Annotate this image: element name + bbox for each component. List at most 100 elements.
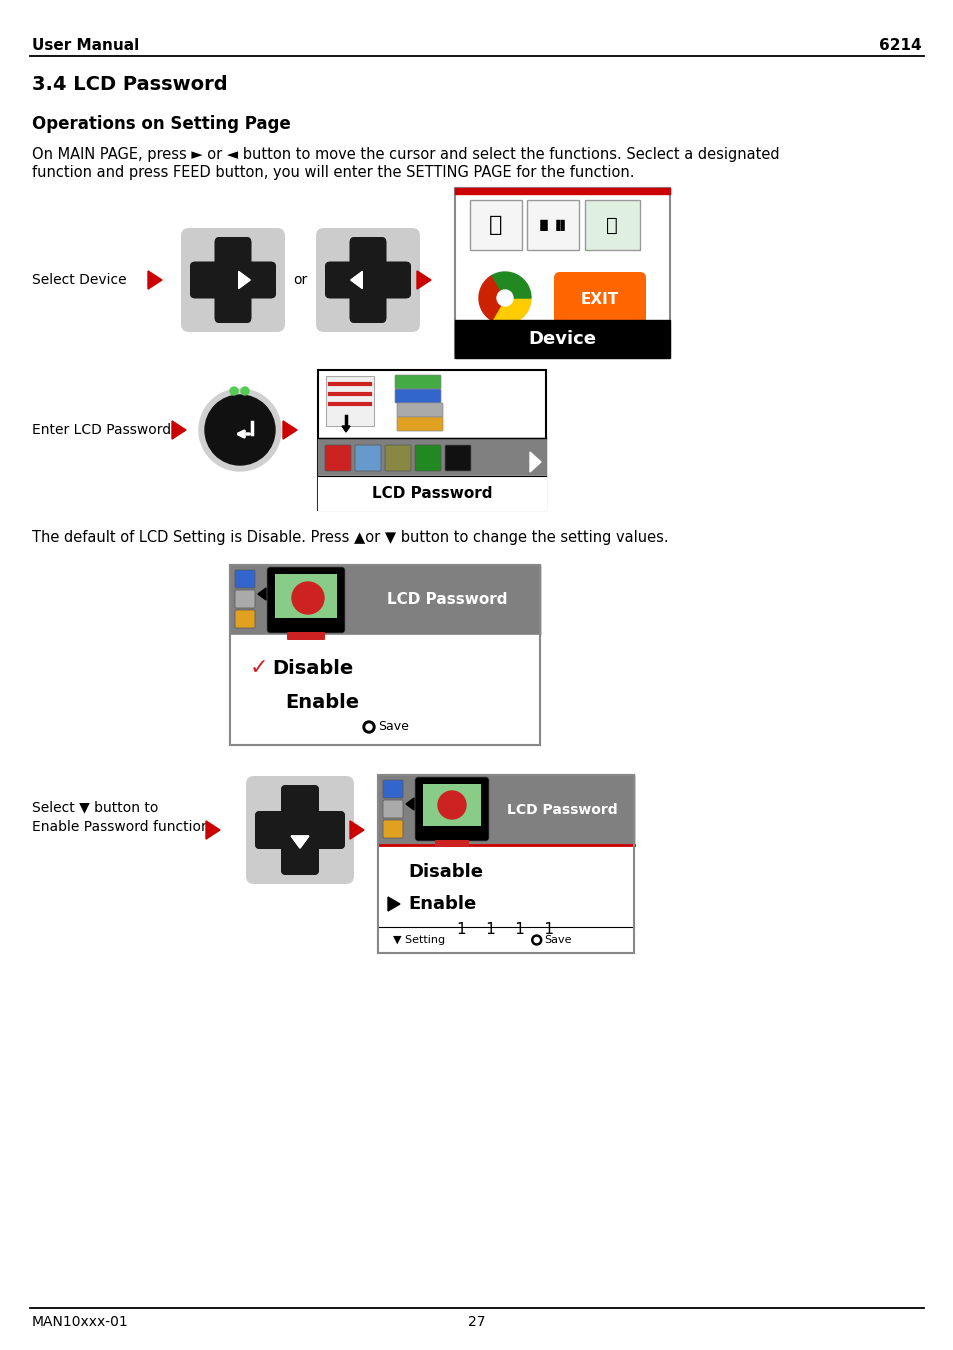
FancyBboxPatch shape xyxy=(214,238,251,323)
FancyBboxPatch shape xyxy=(470,200,521,250)
Text: Select ▼ button to: Select ▼ button to xyxy=(32,801,158,814)
Text: 🖴: 🖴 xyxy=(605,216,618,235)
FancyBboxPatch shape xyxy=(234,590,254,608)
FancyBboxPatch shape xyxy=(350,238,386,323)
FancyBboxPatch shape xyxy=(246,776,354,884)
Circle shape xyxy=(366,724,372,730)
FancyBboxPatch shape xyxy=(396,417,442,431)
Text: Save: Save xyxy=(544,936,572,945)
FancyBboxPatch shape xyxy=(415,778,489,841)
Text: Enable: Enable xyxy=(408,895,476,913)
Polygon shape xyxy=(416,271,431,289)
Bar xyxy=(230,566,539,634)
FancyBboxPatch shape xyxy=(396,404,442,417)
Text: ▐▌▐▌: ▐▌▐▌ xyxy=(536,220,569,231)
Text: Enter LCD Password: Enter LCD Password xyxy=(32,423,171,437)
Text: The default of LCD Setting is Disable. Press ▲or ▼ button to change the setting : The default of LCD Setting is Disable. P… xyxy=(32,531,668,545)
Text: LCD Password: LCD Password xyxy=(372,486,492,501)
Text: On MAIN PAGE, press ► or ◄ button to move the cursor and select the functions. S: On MAIN PAGE, press ► or ◄ button to mov… xyxy=(32,147,779,162)
Circle shape xyxy=(241,387,249,396)
Polygon shape xyxy=(350,821,364,840)
Bar xyxy=(377,845,634,953)
Circle shape xyxy=(437,791,465,819)
Text: LCD Password: LCD Password xyxy=(386,593,507,608)
Bar xyxy=(377,775,634,845)
Text: Device: Device xyxy=(527,329,596,348)
Text: 27: 27 xyxy=(468,1315,485,1328)
Text: 3.4 LCD Password: 3.4 LCD Password xyxy=(32,76,228,95)
FancyBboxPatch shape xyxy=(254,811,345,849)
FancyBboxPatch shape xyxy=(355,446,380,471)
Polygon shape xyxy=(283,421,296,439)
Wedge shape xyxy=(492,271,531,298)
Polygon shape xyxy=(530,452,540,472)
FancyBboxPatch shape xyxy=(281,784,318,875)
FancyBboxPatch shape xyxy=(435,840,469,846)
Text: Save: Save xyxy=(377,721,409,733)
Circle shape xyxy=(230,387,237,396)
FancyBboxPatch shape xyxy=(444,446,471,471)
FancyBboxPatch shape xyxy=(395,389,440,404)
FancyBboxPatch shape xyxy=(422,784,480,826)
Bar xyxy=(317,437,545,477)
Bar xyxy=(317,477,545,510)
Polygon shape xyxy=(351,271,362,289)
FancyBboxPatch shape xyxy=(385,446,411,471)
Polygon shape xyxy=(341,427,350,432)
FancyBboxPatch shape xyxy=(325,262,411,298)
Text: 6214: 6214 xyxy=(879,38,921,53)
FancyBboxPatch shape xyxy=(415,446,440,471)
Polygon shape xyxy=(351,271,362,289)
Bar xyxy=(455,320,669,358)
Bar xyxy=(317,370,545,510)
Text: or: or xyxy=(293,273,307,288)
FancyBboxPatch shape xyxy=(350,238,386,323)
Text: Disable: Disable xyxy=(272,659,353,678)
Bar xyxy=(377,775,634,845)
Text: LCD Password: LCD Password xyxy=(506,803,617,817)
Wedge shape xyxy=(478,275,504,320)
Text: MAN10xxx-01: MAN10xxx-01 xyxy=(32,1315,129,1328)
Bar xyxy=(230,566,539,745)
Circle shape xyxy=(292,582,324,614)
FancyBboxPatch shape xyxy=(214,238,251,323)
Polygon shape xyxy=(206,821,220,840)
Text: ▼ Setting: ▼ Setting xyxy=(393,936,445,945)
Text: Enable Password function: Enable Password function xyxy=(32,819,210,834)
Polygon shape xyxy=(257,589,266,599)
Text: Disable: Disable xyxy=(408,863,482,882)
Circle shape xyxy=(534,937,538,942)
Text: 1    1    1    1: 1 1 1 1 xyxy=(457,922,554,937)
FancyBboxPatch shape xyxy=(281,784,318,875)
Bar xyxy=(230,566,539,634)
FancyBboxPatch shape xyxy=(315,228,419,332)
Text: function and press FEED button, you will enter the SETTING PAGE for the function: function and press FEED button, you will… xyxy=(32,165,634,180)
FancyBboxPatch shape xyxy=(287,632,325,640)
FancyBboxPatch shape xyxy=(190,262,275,298)
Polygon shape xyxy=(148,271,162,289)
FancyBboxPatch shape xyxy=(234,570,254,589)
Text: Enable: Enable xyxy=(285,694,358,713)
FancyBboxPatch shape xyxy=(584,200,639,250)
FancyBboxPatch shape xyxy=(274,574,336,618)
FancyBboxPatch shape xyxy=(326,377,374,427)
Polygon shape xyxy=(406,798,414,810)
Bar xyxy=(377,775,634,953)
FancyBboxPatch shape xyxy=(254,811,345,849)
Text: Select Device: Select Device xyxy=(32,273,127,288)
Circle shape xyxy=(363,721,375,733)
Text: ✓: ✓ xyxy=(250,657,269,678)
FancyBboxPatch shape xyxy=(382,780,402,798)
FancyBboxPatch shape xyxy=(325,446,351,471)
Text: Operations on Setting Page: Operations on Setting Page xyxy=(32,115,291,134)
Wedge shape xyxy=(492,298,531,324)
Text: User Manual: User Manual xyxy=(32,38,139,53)
Bar xyxy=(230,566,539,745)
Polygon shape xyxy=(291,836,309,848)
Bar xyxy=(377,775,634,953)
Polygon shape xyxy=(172,421,186,439)
FancyBboxPatch shape xyxy=(325,262,411,298)
FancyBboxPatch shape xyxy=(267,567,345,633)
FancyBboxPatch shape xyxy=(526,200,578,250)
FancyBboxPatch shape xyxy=(554,271,645,325)
